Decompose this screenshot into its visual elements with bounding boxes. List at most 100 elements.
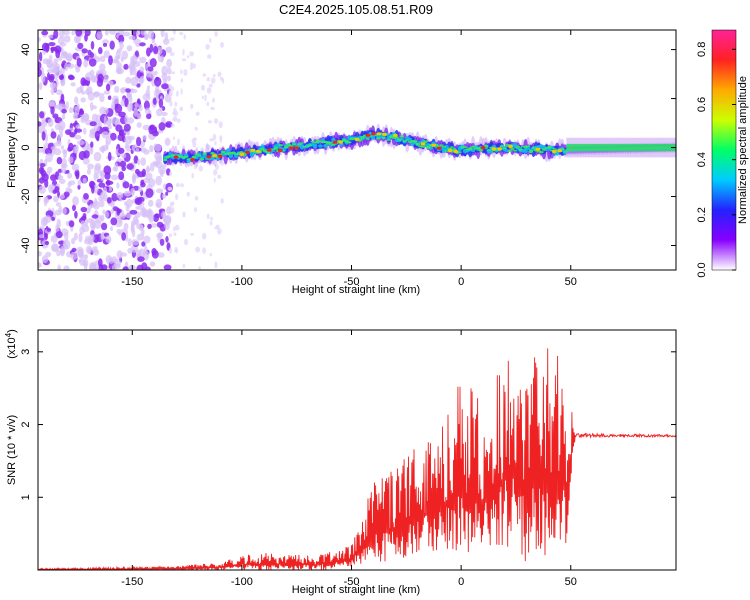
noise-blob xyxy=(87,163,94,170)
noise-blob xyxy=(64,62,69,72)
noise-blob xyxy=(108,186,113,192)
ridge-mark xyxy=(163,158,168,162)
noise-blob xyxy=(123,63,129,70)
noise-blob xyxy=(127,238,132,247)
noise-blob xyxy=(192,137,198,141)
peak-mark xyxy=(551,149,557,154)
ridge-mark xyxy=(462,146,468,149)
noise-blob xyxy=(166,75,171,82)
noise-blob xyxy=(135,205,143,210)
noise-blob xyxy=(144,107,151,115)
ridge-mark xyxy=(365,138,370,140)
ridge-mark xyxy=(197,154,202,157)
noise-blob xyxy=(147,66,154,72)
ridge-mark xyxy=(447,147,452,150)
noise-blob xyxy=(48,73,56,80)
noise-blob xyxy=(135,147,140,153)
noise-blob xyxy=(93,172,97,181)
ridge-mark xyxy=(220,150,226,153)
noise-blob xyxy=(141,168,147,177)
noise-blob xyxy=(100,171,105,182)
peak-mark xyxy=(535,147,541,151)
noise-blob xyxy=(172,136,176,140)
noise-blob xyxy=(133,155,139,164)
noise-blob xyxy=(52,66,60,74)
peak-mark xyxy=(371,132,376,136)
snr-scale-factor: (x104) xyxy=(4,329,19,359)
noise-blob xyxy=(58,178,66,184)
x-tick-label: -150 xyxy=(121,576,143,588)
noise-blob xyxy=(41,72,46,83)
noise-blob xyxy=(139,56,147,64)
noise-blob xyxy=(183,69,188,76)
noise-blob xyxy=(55,48,61,59)
noise-blob xyxy=(117,208,122,214)
ridge-mark xyxy=(305,145,310,147)
noise-blob xyxy=(217,71,222,78)
ridge-mark xyxy=(510,147,515,150)
peak-mark xyxy=(338,140,343,144)
ridge-mark xyxy=(426,145,431,149)
noise-blob xyxy=(88,58,97,67)
noise-blob xyxy=(60,78,66,87)
peak-mark xyxy=(393,133,398,137)
noise-blob xyxy=(122,31,131,37)
noise-blob xyxy=(38,82,43,91)
noise-blob xyxy=(170,207,175,214)
ridge-mark xyxy=(328,141,334,144)
peak-mark xyxy=(354,137,360,141)
ridge-mark xyxy=(273,146,278,150)
noise-blob xyxy=(56,156,63,165)
noise-blob xyxy=(155,202,161,207)
noise-blob xyxy=(77,179,82,186)
noise-blob xyxy=(168,233,173,238)
noise-blob xyxy=(140,157,146,167)
noise-blob xyxy=(51,244,60,253)
noise-blob xyxy=(71,237,76,245)
colorbar-scale xyxy=(711,29,737,271)
noise-blob xyxy=(105,83,111,92)
ridge-mark xyxy=(205,158,210,160)
y-tick-label: 3 xyxy=(20,349,32,355)
noise-blob xyxy=(161,72,168,81)
ridge-mark xyxy=(381,137,386,139)
noise-blob xyxy=(142,134,147,141)
noise-blob xyxy=(38,166,45,175)
noise-blob xyxy=(58,194,65,200)
snr-panel: -150 -100 -50 0 50 1 2 3 Height of straight li… xyxy=(4,329,677,596)
noise-blob xyxy=(186,191,190,197)
ridge-mark xyxy=(423,140,428,144)
noise-blob xyxy=(190,103,194,110)
noise-blob xyxy=(156,232,164,239)
noise-blob xyxy=(56,218,61,229)
noise-blob xyxy=(195,111,200,117)
noise-blob xyxy=(133,38,141,45)
noise-blob xyxy=(217,228,222,235)
noise-blob xyxy=(154,77,162,87)
noise-blob xyxy=(157,252,165,258)
noise-blob xyxy=(175,247,178,254)
noise-blob xyxy=(41,30,49,36)
noise-blob xyxy=(165,46,173,53)
noise-blob xyxy=(114,263,121,270)
ridge-mark xyxy=(312,143,318,149)
noise-blob xyxy=(130,223,134,234)
noise-blob xyxy=(136,233,145,241)
colorbar-tick-label: 0.8 xyxy=(696,42,708,57)
ridge-mark xyxy=(476,146,481,150)
noise-blob xyxy=(166,206,172,215)
noise-blob xyxy=(162,38,170,45)
spectrogram-panel: -150 -100 -50 0 50 -40 -20 0 20 40 Height of str… xyxy=(6,29,677,296)
noise-blob xyxy=(91,105,98,110)
noise-blob xyxy=(209,138,215,142)
noise-blob xyxy=(122,181,130,189)
noise-blob xyxy=(101,145,105,154)
noise-blob xyxy=(207,120,213,124)
noise-blob xyxy=(133,107,138,117)
noise-blob xyxy=(136,136,142,147)
noise-blob xyxy=(121,232,126,241)
ridge-mark xyxy=(415,142,420,146)
noise-blob xyxy=(201,95,204,100)
noise-blob xyxy=(149,261,156,267)
noise-blob xyxy=(74,106,78,112)
